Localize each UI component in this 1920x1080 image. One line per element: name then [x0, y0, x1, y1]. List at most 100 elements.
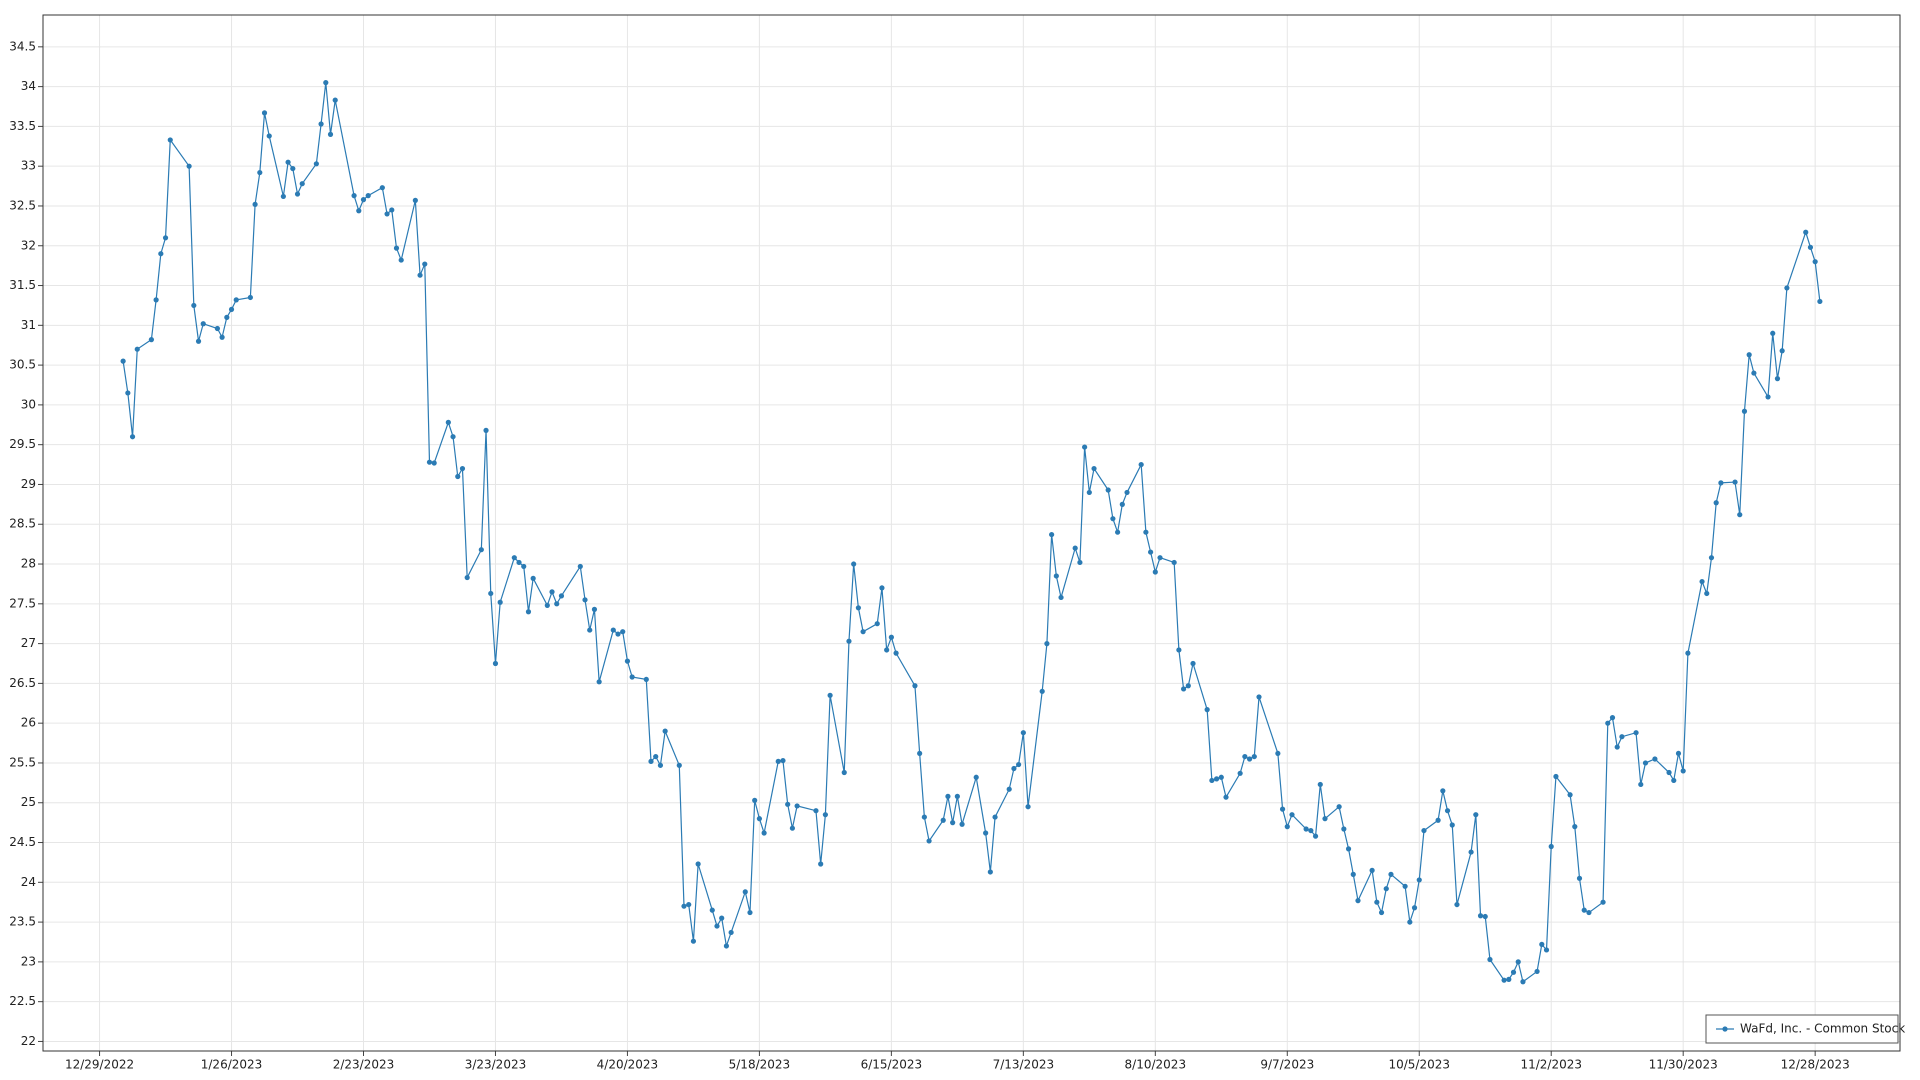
data-point [162, 235, 169, 241]
data-point [1148, 549, 1154, 555]
data-point [1614, 744, 1620, 750]
data-point [1284, 824, 1290, 830]
series-line [122, 82, 1821, 983]
x-tick-label: 9/7/2023 [1260, 1058, 1314, 1072]
data-point [893, 650, 899, 656]
data-point [723, 943, 730, 949]
data-point [290, 165, 296, 172]
data-point [1520, 979, 1526, 985]
data-point [822, 812, 828, 818]
data-point [191, 302, 197, 309]
data-point [1699, 578, 1705, 585]
data-point [1548, 843, 1554, 850]
data-point [653, 753, 659, 760]
data-point [525, 609, 532, 615]
data-point [294, 191, 301, 197]
data-point [888, 634, 894, 640]
data-point [214, 325, 220, 332]
data-point [455, 473, 461, 480]
data-point [785, 801, 791, 807]
data-point [1011, 765, 1017, 772]
data-point [1506, 976, 1512, 982]
y-tick-label: 33.5 [9, 119, 36, 133]
data-point [365, 193, 371, 199]
data-point [615, 631, 621, 637]
data-point [247, 294, 253, 301]
data-point [426, 459, 433, 465]
y-tick-label: 29 [21, 477, 36, 491]
data-point [1171, 559, 1177, 566]
y-tick-label: 26 [21, 716, 36, 730]
data-point [775, 758, 781, 764]
data-point [1515, 959, 1521, 965]
data-point [445, 419, 451, 425]
data-point [1020, 730, 1026, 736]
data-point [1477, 913, 1484, 919]
data-point [950, 820, 956, 826]
data-point [714, 923, 720, 929]
data-point [1383, 886, 1389, 892]
data-point [756, 816, 763, 822]
data-point [200, 321, 206, 327]
data-point [313, 161, 319, 167]
y-tick-label: 23 [21, 954, 36, 968]
x-tick-label: 5/18/2023 [729, 1058, 791, 1072]
data-point [1444, 808, 1451, 814]
data-point [818, 861, 824, 867]
data-point [1157, 555, 1163, 561]
data-point [356, 208, 362, 214]
data-point [1058, 594, 1064, 601]
data-point [483, 427, 489, 433]
data-point [1817, 298, 1823, 305]
y-tick-label: 30.5 [9, 358, 36, 372]
data-point [657, 762, 664, 768]
y-tick-label: 32 [21, 238, 36, 252]
data-point [1473, 812, 1479, 818]
data-point [1468, 849, 1474, 855]
data-point [120, 358, 126, 364]
legend-label: WaFd, Inc. - Common Stock [1740, 1022, 1905, 1036]
data-point [422, 261, 428, 267]
y-tick-label: 27.5 [9, 596, 36, 610]
data-point [125, 390, 131, 396]
data-point [846, 638, 852, 644]
data-point [1350, 871, 1356, 877]
data-point [742, 889, 748, 895]
data-point [1765, 394, 1771, 400]
data-point [1638, 781, 1644, 788]
data-point [1077, 559, 1083, 566]
data-point [1091, 465, 1097, 472]
x-tick-label: 2/23/2023 [333, 1058, 395, 1072]
data-point [582, 597, 588, 603]
data-point [1751, 370, 1757, 376]
data-point [1110, 516, 1116, 522]
data-point [1708, 555, 1715, 561]
data-point [1016, 761, 1022, 768]
y-tick-label: 28 [21, 557, 36, 571]
data-point [1378, 909, 1385, 916]
data-point [1741, 408, 1748, 414]
y-tick-label: 23.5 [9, 915, 36, 929]
data-point [521, 563, 527, 570]
y-tick-label: 28.5 [9, 517, 36, 531]
data-point [629, 674, 635, 680]
data-point [987, 869, 993, 875]
data-point [1402, 883, 1408, 889]
y-tick-label: 30 [21, 397, 36, 411]
data-point [1143, 529, 1149, 535]
data-point [780, 757, 786, 764]
data-point [874, 621, 880, 627]
y-tick-label: 24 [21, 875, 36, 889]
data-point [1341, 826, 1347, 832]
data-point [351, 193, 357, 199]
data-point [1374, 899, 1380, 905]
data-point [855, 605, 861, 611]
data-point [1411, 905, 1418, 911]
data-point [728, 929, 734, 936]
data-point [940, 817, 946, 823]
data-point [1115, 529, 1121, 535]
data-point [332, 97, 338, 103]
data-point [1449, 822, 1455, 828]
data-point [1308, 827, 1314, 834]
